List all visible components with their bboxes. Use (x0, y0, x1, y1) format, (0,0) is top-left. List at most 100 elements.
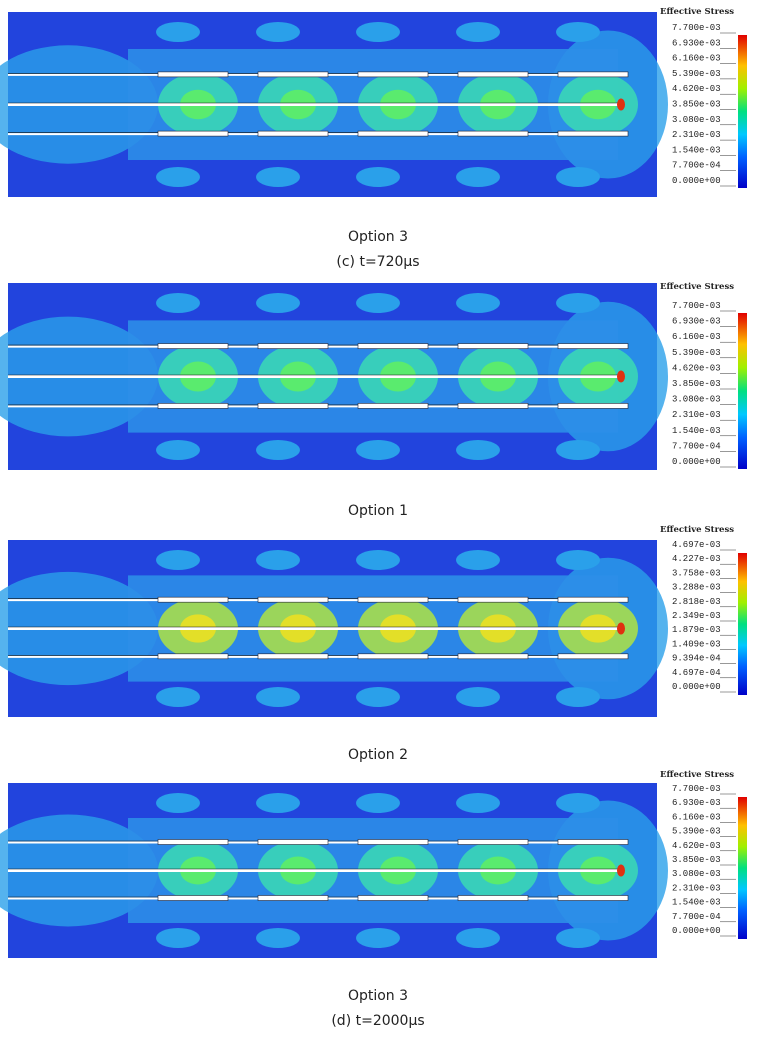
stress-region (456, 928, 500, 948)
stress-region (156, 793, 200, 813)
legend-label: 1.540e-03 (672, 145, 721, 155)
legend-title: Effective Stress (660, 7, 734, 17)
legend-label: 7.700e-03 (672, 301, 721, 311)
stress-region (256, 167, 300, 187)
legend-label: 7.700e-03 (672, 23, 721, 33)
charge (558, 597, 628, 602)
legend-label: 3.850e-03 (672, 855, 721, 865)
legend-title: Effective Stress (660, 770, 734, 780)
legend-label: 2.310e-03 (672, 883, 721, 893)
legend-label: 3.850e-03 (672, 100, 721, 110)
stress-region (456, 167, 500, 187)
legend-label: 6.930e-03 (672, 317, 721, 327)
legend-label: 2.310e-03 (672, 130, 721, 140)
charge (458, 72, 528, 77)
stress-region (356, 440, 400, 460)
stress-region (556, 793, 600, 813)
stress-region (456, 793, 500, 813)
contour-plot (0, 783, 668, 958)
charge (558, 403, 628, 408)
stress-region (556, 928, 600, 948)
charge (158, 654, 228, 659)
caption: Option 3 (348, 988, 408, 1004)
legend-label: 4.697e-04 (672, 668, 721, 678)
legend-label: 0.000e+00 (672, 176, 721, 186)
legend-label: 2.349e-03 (672, 611, 721, 621)
charge (558, 72, 628, 77)
caption: Option 1 (348, 503, 408, 519)
legend-label: 5.390e-03 (672, 69, 721, 79)
stress-region (256, 22, 300, 42)
stress-region (256, 793, 300, 813)
legend-label: 1.540e-03 (672, 898, 721, 908)
stress-region (156, 293, 200, 313)
charge (258, 344, 328, 349)
legend-label: 7.700e-04 (672, 441, 721, 451)
legend-label: 4.227e-03 (672, 554, 721, 564)
stress-region (256, 687, 300, 707)
charge (258, 597, 328, 602)
stress-region (256, 293, 300, 313)
charge (458, 344, 528, 349)
charge (558, 131, 628, 136)
legend-label: 3.080e-03 (672, 869, 721, 879)
charge (358, 896, 428, 901)
stress-region (356, 550, 400, 570)
legend-label: 5.390e-03 (672, 827, 721, 837)
caption: (c) t=720μs (336, 254, 419, 270)
legend-label: 3.758e-03 (672, 568, 721, 578)
legend-label: 3.080e-03 (672, 395, 721, 405)
stress-peak (617, 99, 625, 111)
legend-label: 5.390e-03 (672, 348, 721, 358)
stress-region (356, 22, 400, 42)
charge (358, 840, 428, 845)
legend-label: 1.879e-03 (672, 625, 721, 635)
stress-region (156, 167, 200, 187)
stress-region (356, 687, 400, 707)
caption: (d) t=2000μs (331, 1013, 424, 1029)
legend-label: 7.700e-04 (672, 912, 721, 922)
caption: Option 3 (348, 229, 408, 245)
legend-label: 0.000e+00 (672, 682, 721, 692)
legend-label: 6.160e-03 (672, 54, 721, 64)
legend-label: 0.000e+00 (672, 926, 721, 936)
stress-region (556, 440, 600, 460)
stress-region (156, 687, 200, 707)
charge (358, 344, 428, 349)
charge (358, 131, 428, 136)
legend-label: 7.700e-04 (672, 161, 721, 171)
stress-peak (617, 623, 625, 635)
charge (258, 72, 328, 77)
stress-region (356, 167, 400, 187)
legend-label: 6.930e-03 (672, 38, 721, 48)
stress-region (456, 687, 500, 707)
stress-peak (617, 865, 625, 877)
stress-region (256, 550, 300, 570)
charge (158, 403, 228, 408)
legend-label: 4.620e-03 (672, 84, 721, 94)
charge (458, 840, 528, 845)
contour-plot (0, 12, 668, 197)
legend-label: 1.540e-03 (672, 426, 721, 436)
stress-region (356, 928, 400, 948)
charge (158, 131, 228, 136)
charge (258, 403, 328, 408)
charge (358, 72, 428, 77)
charge (558, 840, 628, 845)
legend-label: 2.818e-03 (672, 597, 721, 607)
legend-label: 4.620e-03 (672, 363, 721, 373)
stress-region (156, 22, 200, 42)
charge (458, 131, 528, 136)
legend-label: 6.160e-03 (672, 812, 721, 822)
stress-region (556, 22, 600, 42)
charge (258, 654, 328, 659)
stress-peak (617, 371, 625, 383)
charge (358, 597, 428, 602)
stress-region (156, 928, 200, 948)
charge (458, 654, 528, 659)
charge (158, 72, 228, 77)
color-bar (738, 553, 747, 695)
charge (558, 344, 628, 349)
legend-label: 4.620e-03 (672, 841, 721, 851)
charge (458, 896, 528, 901)
